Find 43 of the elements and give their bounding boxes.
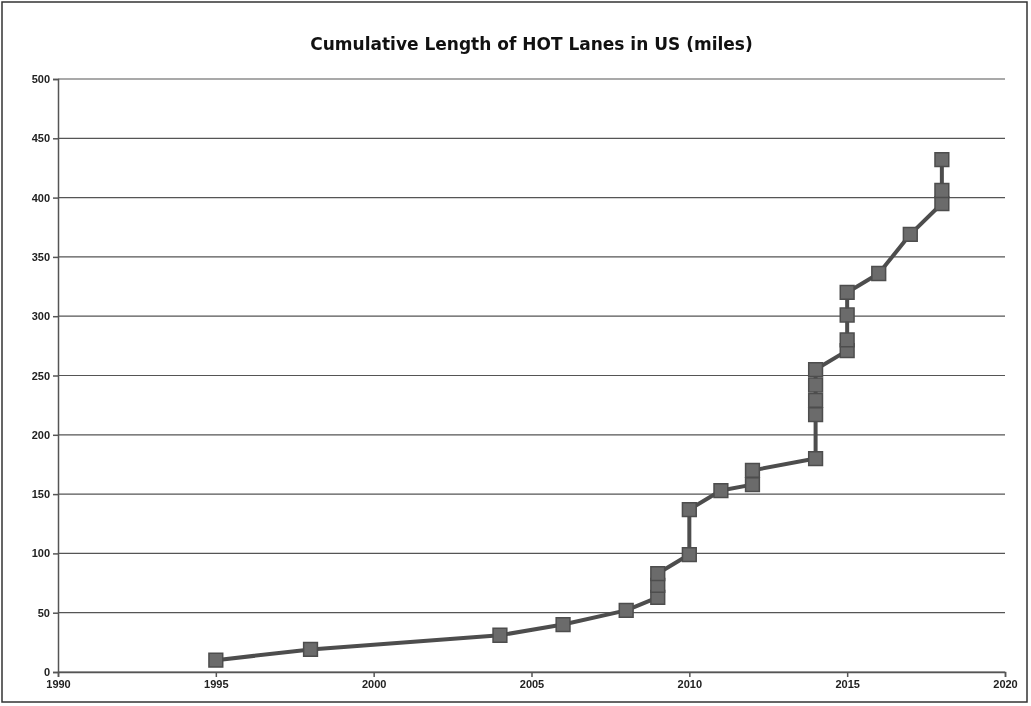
x-tick-label: 2005 (519, 677, 545, 690)
point (871, 265, 887, 282)
x-tick-label: 2015 (835, 677, 860, 690)
y-tick-label: 0 (43, 666, 50, 679)
point (302, 641, 319, 658)
x-tick-label: 2000 (361, 677, 387, 690)
y-tick-label: 250 (31, 369, 50, 382)
y-tick-label: 50 (37, 606, 50, 619)
point (807, 392, 824, 409)
chart-title: Cumulative Length of HOT Lanes in US (miles) (310, 34, 753, 54)
y-tick-label: 150 (31, 488, 50, 501)
point (681, 546, 697, 563)
point (744, 462, 761, 479)
point (713, 482, 729, 499)
point (618, 602, 634, 618)
x-tick-label: 2020 (993, 677, 1018, 690)
point (902, 226, 918, 243)
y-tick-label: 450 (31, 132, 50, 145)
point (744, 476, 761, 493)
point (807, 361, 824, 378)
y-tick-label: 200 (31, 428, 50, 441)
point (492, 627, 508, 643)
point (934, 182, 950, 199)
x-tick-label: 1990 (46, 677, 71, 690)
x-tick-label: 1995 (204, 677, 229, 690)
point (807, 377, 824, 393)
y-tick-label: 100 (31, 547, 50, 560)
y-tick-label: 400 (31, 191, 50, 204)
y-tick-label: 500 (31, 73, 50, 86)
point (839, 284, 855, 301)
point (839, 307, 855, 323)
point (208, 652, 224, 668)
point (934, 195, 950, 212)
point (807, 407, 824, 423)
x-tick-label: 2010 (677, 677, 703, 690)
point (650, 565, 666, 582)
y-tick-label: 350 (31, 250, 50, 263)
point (839, 332, 855, 348)
point (807, 450, 824, 467)
point (555, 616, 571, 633)
y-tick-label: 300 (31, 310, 50, 323)
point (681, 501, 697, 518)
point (934, 152, 950, 168)
